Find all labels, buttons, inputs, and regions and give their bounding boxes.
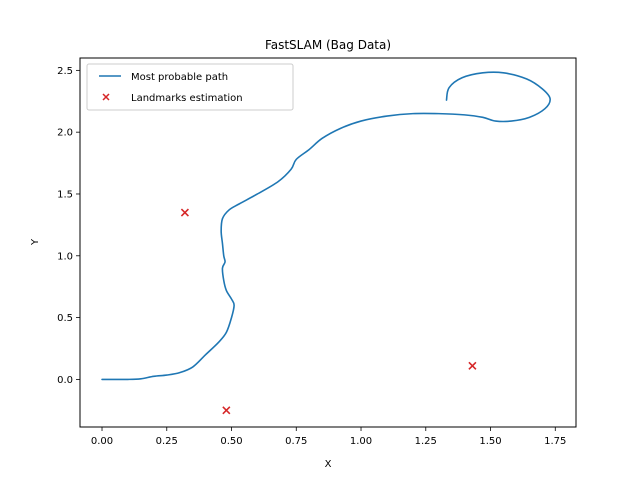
- legend-label-path: Most probable path: [131, 72, 228, 83]
- x-tick-label: 0.50: [220, 436, 242, 447]
- landmark-marker: [222, 406, 231, 415]
- x-axis-label: X: [325, 459, 332, 470]
- landmark-marker-stroke: [468, 361, 477, 370]
- landmark-marker: [180, 208, 189, 217]
- x-tick-label: 0.00: [91, 436, 113, 447]
- x-axis: 0.00 0.25 0.50 0.75 1.00 1.25 1.50 1.75: [91, 427, 566, 447]
- y-tick-label: 1.5: [57, 189, 73, 200]
- x-tick-label: 1.50: [479, 436, 501, 447]
- x-tick-label: 1.25: [415, 436, 437, 447]
- y-axis: 0.0 0.5 1.0 1.5 2.0 2.5: [57, 66, 80, 386]
- legend-label-landmarks: Landmarks estimation: [131, 93, 243, 104]
- y-tick-label: 1.0: [57, 251, 73, 262]
- y-tick-label: 2.0: [57, 128, 73, 139]
- x-tick-label: 1.00: [350, 436, 372, 447]
- y-tick-label: 0.0: [57, 375, 73, 386]
- x-tick-label: 0.25: [156, 436, 178, 447]
- y-tick-label: 0.5: [57, 313, 73, 324]
- plot-area: [101, 71, 551, 415]
- legend-box: [86, 63, 294, 111]
- path-line: [101, 71, 551, 381]
- legend: Most probable path Landmarks estimation: [86, 63, 294, 111]
- chart-title: FastSLAM (Bag Data): [265, 38, 391, 52]
- y-axis-label: Y: [30, 238, 41, 246]
- axes-frame: [79, 57, 577, 428]
- landmark-marker: [468, 361, 477, 370]
- legend-marker-swatch: [102, 93, 110, 101]
- x-tick-label: 0.75: [285, 436, 307, 447]
- landmark-marker-stroke: [222, 406, 231, 415]
- x-tick-label: 1.75: [544, 436, 566, 447]
- landmark-marker-stroke: [180, 208, 189, 217]
- y-tick-label: 2.5: [57, 66, 73, 77]
